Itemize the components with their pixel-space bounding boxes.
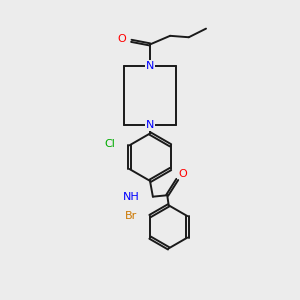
Text: Cl: Cl	[104, 139, 115, 149]
Text: N: N	[146, 120, 154, 130]
Text: Br: Br	[125, 211, 137, 221]
Text: N: N	[146, 61, 154, 71]
Text: NH: NH	[123, 192, 140, 202]
Text: O: O	[178, 169, 187, 179]
Text: O: O	[117, 34, 126, 44]
